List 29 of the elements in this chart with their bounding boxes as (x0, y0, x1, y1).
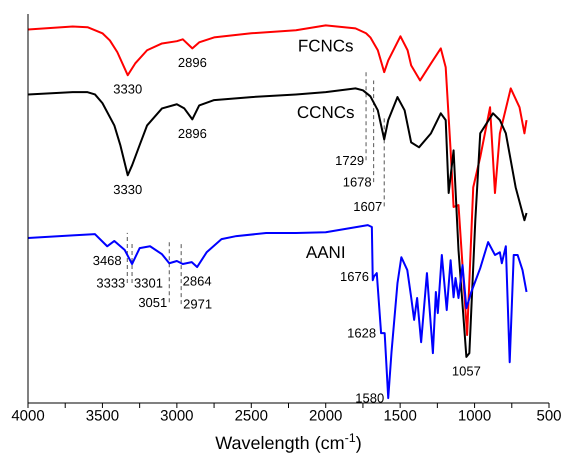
annotation: 2864 (182, 274, 212, 289)
annotation: 3330 (113, 82, 142, 97)
annotation: 1678 (342, 174, 372, 190)
x-tick-label: 500 (536, 408, 562, 425)
x-tick-label: 1000 (458, 408, 492, 425)
series-label: FCNCs (298, 36, 354, 56)
annotation: 3301 (134, 276, 163, 291)
annotation: 1607 (353, 198, 382, 214)
annotation: 3051 (138, 294, 168, 310)
annotation: 2896 (178, 126, 207, 141)
x-axis-title: Wavelength (cm$^{-1}$) (215, 431, 362, 453)
x-tick-label: 2500 (234, 408, 268, 425)
annotation: 1628 (347, 326, 376, 341)
annotation: 3333 (96, 276, 126, 291)
x-tick-label: 1500 (383, 408, 417, 425)
x-tick-label: 3000 (160, 408, 194, 425)
series-label: CCNCs (296, 103, 355, 122)
annotation: 2896 (178, 54, 207, 70)
annotation: 3468 (92, 252, 122, 268)
series-label: AANI (306, 243, 346, 262)
x-tick-label: 3500 (86, 408, 120, 425)
annotation: 2971 (183, 296, 212, 312)
annotation: 1580 (355, 390, 384, 406)
annotation: 1676 (340, 269, 369, 284)
x-tick-label: 4000 (11, 408, 45, 425)
annotation: 1057 (452, 363, 481, 378)
x-tick-label: 2000 (309, 408, 342, 425)
annotation: 1729 (335, 152, 364, 168)
annotation: 3330 (113, 182, 142, 197)
